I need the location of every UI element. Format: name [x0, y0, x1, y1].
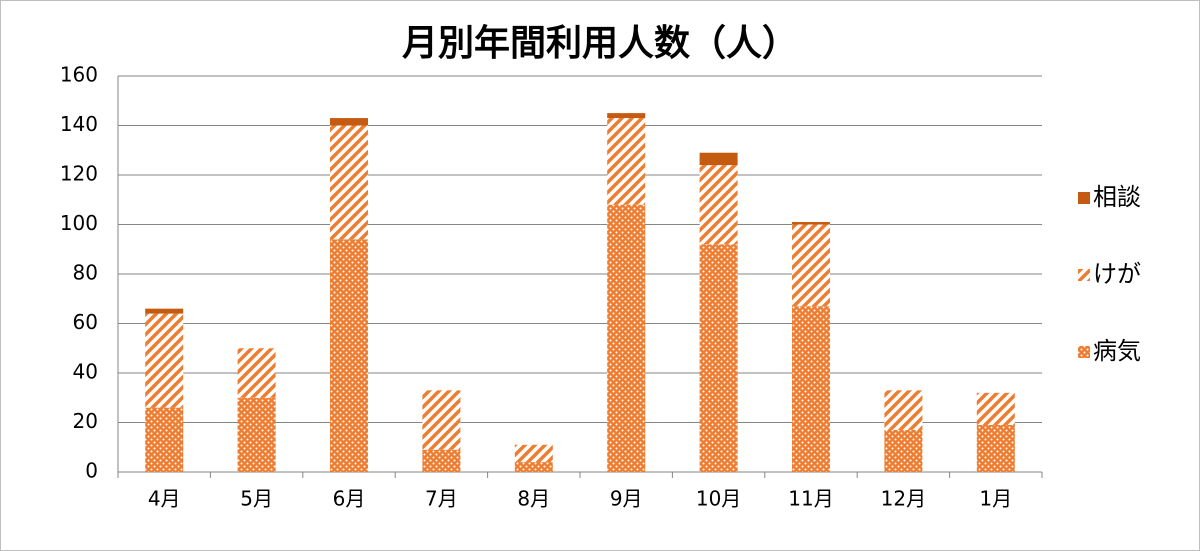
- bar-segment: [607, 118, 646, 205]
- bar-segment: [237, 397, 276, 472]
- legend-label: 病気: [1093, 337, 1141, 365]
- bar-segment: [330, 125, 368, 240]
- bar-segment: [699, 165, 738, 245]
- y-tick-label: 140: [60, 112, 98, 136]
- y-tick-label: 120: [60, 162, 98, 186]
- bar-segment: [699, 152, 738, 166]
- y-tick-label: 160: [60, 63, 98, 87]
- bar-segment: [792, 224, 830, 307]
- y-tick-label: 20: [73, 409, 98, 433]
- x-tick-label: 5月: [240, 487, 273, 511]
- bar-segment: [884, 390, 923, 430]
- y-tick-label: 0: [85, 459, 98, 483]
- bar-segment: [607, 204, 646, 472]
- x-tick-label: 7月: [425, 487, 458, 511]
- bar-segment: [145, 313, 184, 408]
- bar-segment: [699, 244, 738, 472]
- bar-segment: [237, 348, 276, 398]
- y-tick-label: 80: [73, 261, 98, 285]
- x-tick-label: 10月: [696, 487, 741, 511]
- bar-segment: [884, 429, 923, 472]
- bar-segment: [330, 118, 368, 126]
- bar-segment: [792, 222, 830, 225]
- x-tick-label: 11月: [788, 487, 833, 511]
- x-tick-label: 12月: [881, 487, 926, 511]
- legend-label: けが: [1093, 260, 1141, 288]
- y-tick-label: 100: [60, 211, 98, 235]
- bar-segment: [145, 308, 184, 314]
- x-tick-label: 9月: [610, 487, 643, 511]
- legend-swatch: [1078, 269, 1090, 281]
- legend-label: 相談: [1093, 183, 1141, 211]
- bar-segment: [145, 407, 184, 472]
- bar-segment: [422, 390, 461, 450]
- bar-segment: [514, 462, 553, 472]
- bar-segment: [792, 306, 830, 472]
- bar-segment: [976, 424, 1015, 472]
- x-tick-label: 6月: [333, 487, 366, 511]
- legend-swatch: [1078, 192, 1090, 204]
- x-tick-label: 8月: [517, 487, 550, 511]
- x-tick-label: 1月: [979, 487, 1012, 511]
- x-tick-label: 4月: [148, 487, 181, 511]
- bar-segment: [607, 113, 646, 119]
- y-tick-label: 60: [73, 310, 98, 334]
- bar-segment: [976, 392, 1015, 425]
- chart-title: 月別年間利用人数（人）: [402, 23, 798, 64]
- bar-segment: [514, 444, 553, 463]
- y-tick-label: 40: [73, 360, 98, 384]
- bar-segment: [422, 449, 461, 472]
- bar-segment: [330, 239, 368, 472]
- legend-swatch: [1078, 346, 1090, 358]
